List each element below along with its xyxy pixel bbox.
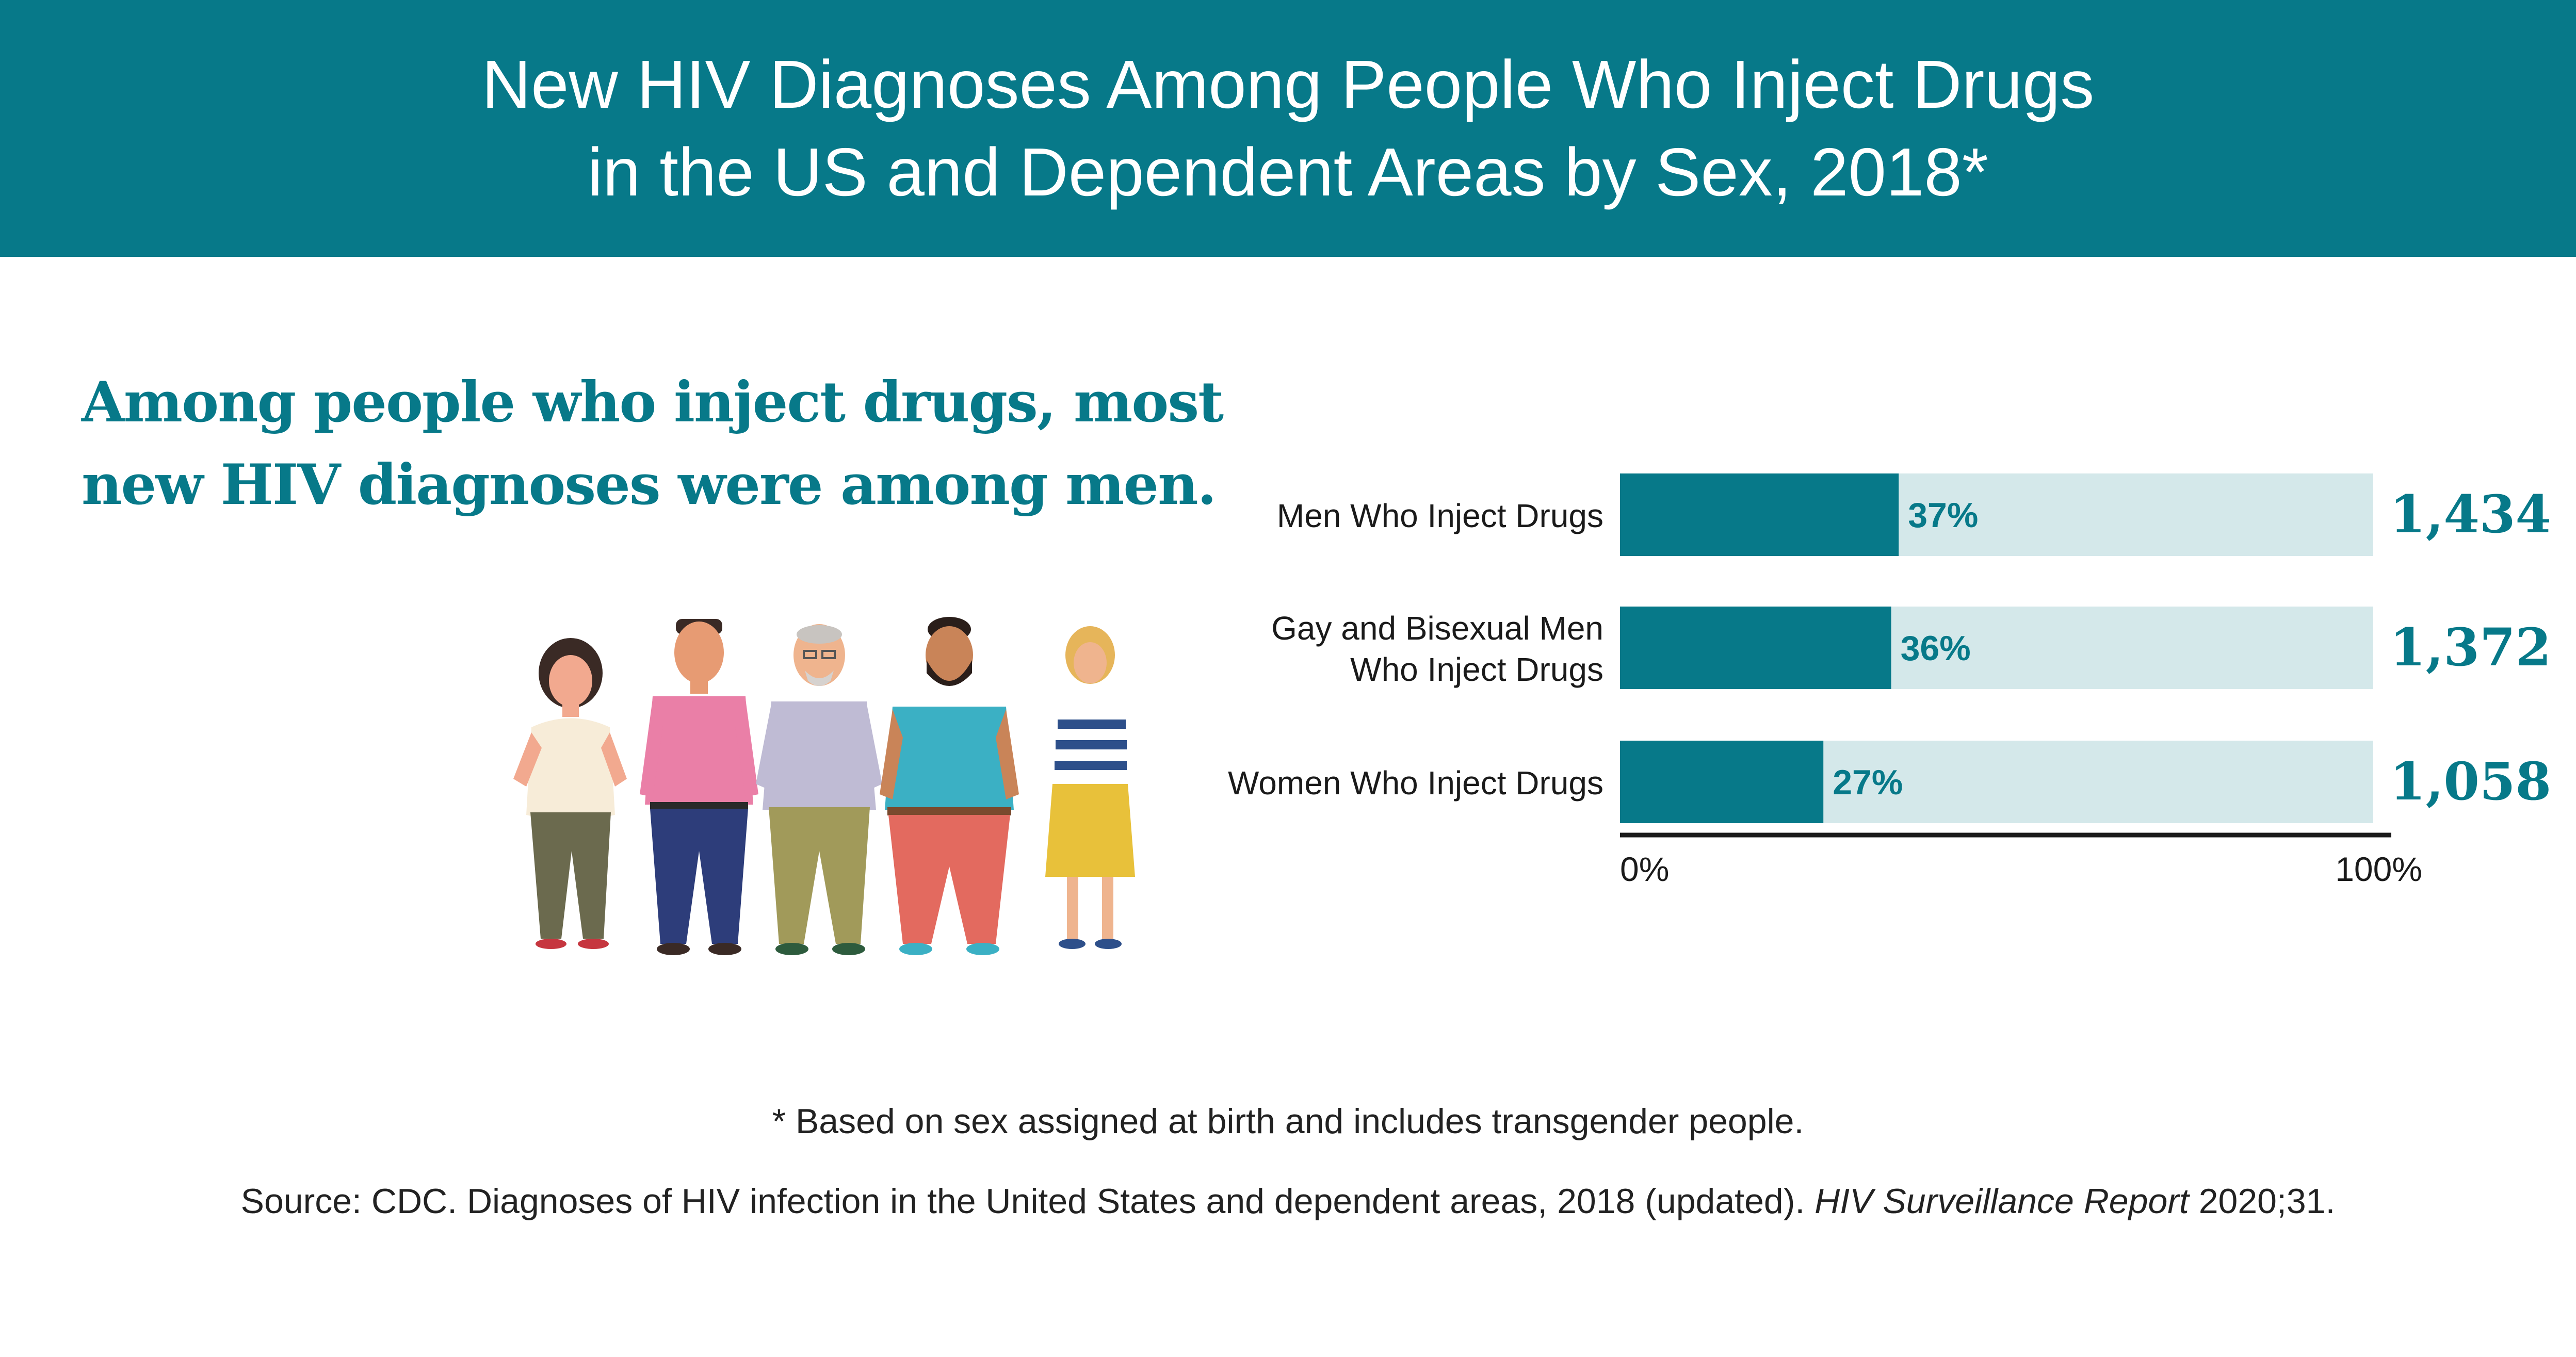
person-man-pink-shirt bbox=[640, 619, 758, 955]
bar-0 bbox=[1620, 473, 1899, 556]
bar-group: 37% Men Who Inject Drugs 1,434 36% Gay and B… bbox=[1228, 473, 2551, 823]
group-of-five-people-illustration bbox=[513, 617, 1135, 955]
headline-line-1: Among people who inject drugs, most bbox=[82, 370, 1224, 435]
footnote: * Based on sex assigned at birth and inc… bbox=[772, 1102, 1804, 1141]
x-tick-label-0: 0% bbox=[1620, 850, 1669, 888]
person-woman-dark-hair bbox=[513, 638, 627, 949]
category-label-1-line-0: Gay and Bisexual Men bbox=[1271, 610, 1603, 647]
count-label-1: 1,372 bbox=[2390, 617, 2551, 678]
category-label-2-line-0: Women Who Inject Drugs bbox=[1228, 764, 1603, 802]
headline-line-2: new HIV diagnoses were among men. bbox=[82, 452, 1217, 517]
count-label-0: 1,434 bbox=[2390, 484, 2551, 545]
bar-percent-label-2: 27% bbox=[1833, 763, 1903, 802]
bar-percent-label-0: 37% bbox=[1908, 496, 1978, 535]
person-older-man-glasses bbox=[756, 624, 882, 955]
source-journal-title: HIV Surveillance Report bbox=[1814, 1182, 2189, 1221]
person-blonde-woman-striped-top bbox=[1045, 626, 1135, 949]
bar-percent-label-1: 36% bbox=[1901, 629, 1971, 668]
bar-2 bbox=[1620, 741, 1824, 823]
x-tick-label-100: 100% bbox=[2335, 850, 2422, 888]
category-label-0-line-0: Men Who Inject Drugs bbox=[1277, 497, 1603, 534]
key-finding-headline: Among people who inject drugs, most new … bbox=[82, 361, 1224, 526]
count-label-2: 1,058 bbox=[2390, 751, 2551, 812]
person-bearded-man-blue-shirt bbox=[880, 617, 1019, 955]
category-label-1-line-1: Who Inject Drugs bbox=[1350, 651, 1603, 688]
chart-title-line-2: in the US and Dependent Areas by Sex, 20… bbox=[587, 134, 1989, 210]
header-banner: New HIV Diagnoses Among People Who Injec… bbox=[0, 0, 2576, 257]
source-prefix: Source: CDC. Diagnoses of HIV infection … bbox=[240, 1182, 1815, 1221]
chart-title-line-1: New HIV Diagnoses Among People Who Injec… bbox=[481, 46, 2095, 122]
bar-1 bbox=[1620, 607, 1891, 689]
source-citation: Source: CDC. Diagnoses of HIV infection … bbox=[0, 1181, 2576, 1221]
source-suffix: 2020;31. bbox=[2189, 1182, 2336, 1221]
